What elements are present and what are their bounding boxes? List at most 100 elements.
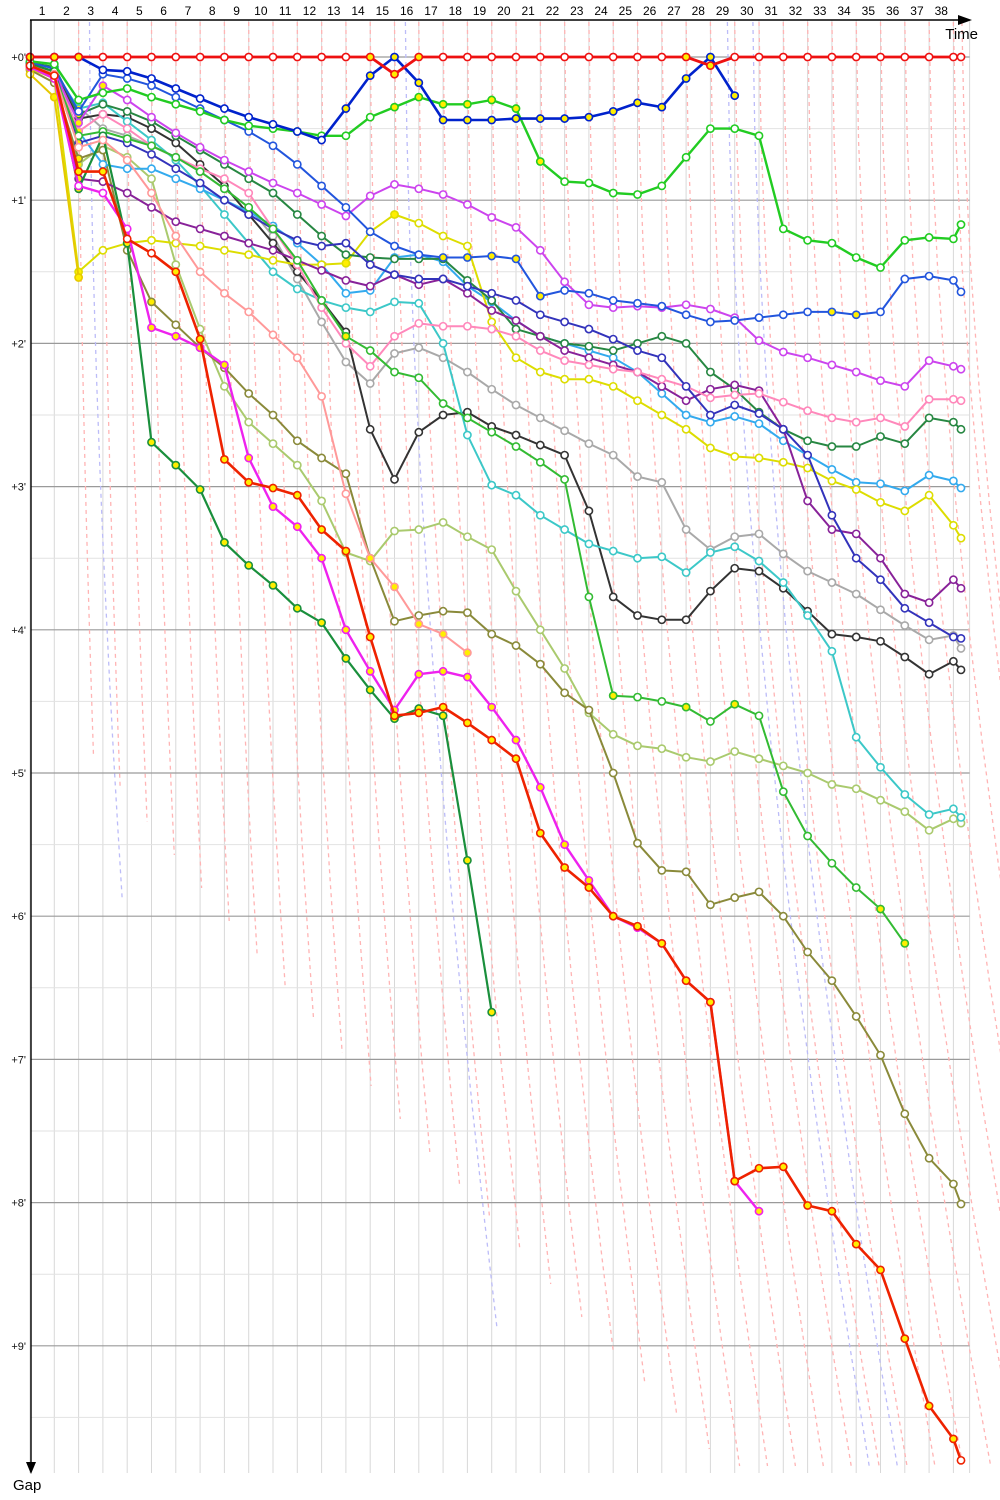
series-line-palegreen [29,67,962,832]
series-marker [171,174,181,184]
series-marker [438,606,448,616]
series-marker [244,174,254,184]
series-marker [365,281,375,291]
series-marker [778,310,788,320]
time-tick-label: 9 [233,4,240,18]
series-marker [487,702,497,712]
series-marker [924,598,934,607]
series-marker [511,442,521,451]
series-marker [511,114,521,123]
series-marker [803,1201,812,1210]
series-marker [511,324,521,334]
series-marker [535,157,545,166]
series-marker [681,424,691,434]
series-marker [778,549,788,559]
series-marker [681,74,691,83]
series-marker [462,200,472,209]
series-marker [851,1239,861,1249]
series-marker [956,287,966,297]
series-marker [803,406,812,416]
series-marker [924,394,934,404]
time-tick-label: 12 [303,4,317,18]
series-marker [511,641,521,650]
series-marker [706,548,715,557]
series-marker [390,52,399,62]
series-marker [778,1162,788,1172]
series-marker [633,190,642,199]
series-green-1 [25,56,966,272]
series-marker [876,307,885,317]
series-marker [956,633,966,643]
series-marker [657,552,667,562]
series-marker [268,224,278,234]
series-marker [511,754,521,764]
series-marker [438,321,448,331]
series-marker [195,178,205,188]
series-marker [341,202,351,212]
series-marker [535,510,545,520]
lap-projection-line [758,21,908,1467]
series-marker [778,224,788,234]
series-marker [584,178,594,188]
lap-projection-line [734,21,880,1467]
series-marker [98,135,108,145]
series-marker [608,52,618,62]
series-marker [851,732,861,742]
lap-projection-line [685,21,824,1467]
series-marker [584,374,594,384]
series-marker [487,545,497,555]
series-marker [438,338,448,348]
series-marker [292,188,302,198]
series-marker [956,533,966,543]
series-line-sky [29,63,962,492]
series-marker [876,575,885,585]
series-marker [147,248,156,258]
series-marker [438,410,448,420]
series-marker [956,52,966,62]
series-marker [851,784,861,794]
series-marker [195,334,205,344]
series-marker [900,52,910,62]
series-marker [633,346,642,355]
series-marker [317,200,326,209]
series-marker [195,224,205,234]
series-marker [584,439,594,449]
series-marker [900,652,910,662]
series-marker [730,316,740,325]
series-marker [147,174,156,184]
series-marker [171,460,181,470]
time-tick-label: 33 [813,4,827,18]
series-marker [462,367,472,377]
series-marker [956,220,966,229]
series-marker [633,472,642,481]
series-marker [803,947,812,957]
series-marker [25,61,35,70]
series-marker [171,92,181,102]
series-marker [584,360,594,370]
series-marker [438,99,448,109]
series-marker [414,318,424,328]
series-marker [560,317,569,327]
series-marker [317,265,326,275]
series-marker [535,346,545,355]
series-marker [98,245,108,255]
series-marker [608,334,618,344]
series-marker [608,188,618,198]
series-marker [171,267,181,277]
series-marker [511,52,521,62]
series-marker [292,522,302,532]
series-marker [390,475,399,484]
series-marker [341,288,351,298]
series-marker [511,735,521,745]
series-marker [949,476,958,486]
series-marker [487,317,497,327]
series-marker [535,245,545,255]
series-marker [633,741,642,751]
series-marker [462,718,472,728]
series-marker [924,618,934,628]
series-line-purple [29,64,962,604]
series-marker [365,307,375,317]
series-marker [390,69,399,79]
series-marker [414,611,424,620]
series-marker [487,296,497,305]
